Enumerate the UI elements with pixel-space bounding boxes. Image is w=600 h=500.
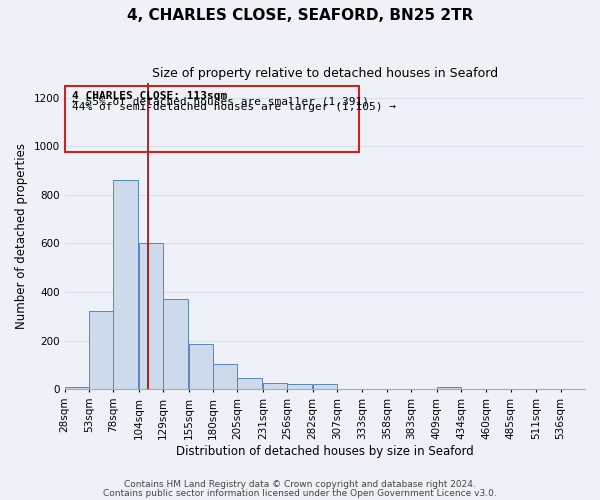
Bar: [163, 300, 188, 389]
Bar: [213, 364, 238, 389]
Bar: [139, 244, 163, 389]
Bar: [188, 344, 213, 389]
Text: 4, CHARLES CLOSE, SEAFORD, BN25 2TR: 4, CHARLES CLOSE, SEAFORD, BN25 2TR: [127, 8, 473, 22]
Text: 4 CHARLES CLOSE: 113sqm: 4 CHARLES CLOSE: 113sqm: [73, 91, 228, 101]
Text: Contains public sector information licensed under the Open Government Licence v3: Contains public sector information licen…: [103, 489, 497, 498]
Bar: [238, 378, 262, 389]
Title: Size of property relative to detached houses in Seaford: Size of property relative to detached ho…: [152, 68, 498, 80]
Bar: [65, 387, 89, 389]
X-axis label: Distribution of detached houses by size in Seaford: Distribution of detached houses by size …: [176, 444, 474, 458]
Bar: [113, 180, 138, 389]
Text: Contains HM Land Registry data © Crown copyright and database right 2024.: Contains HM Land Registry data © Crown c…: [124, 480, 476, 489]
Y-axis label: Number of detached properties: Number of detached properties: [15, 143, 28, 329]
Bar: [263, 383, 287, 389]
Bar: [313, 384, 337, 389]
Text: 44% of semi-detached houses are larger (1,105) →: 44% of semi-detached houses are larger (…: [73, 102, 397, 112]
Bar: [287, 384, 311, 389]
Bar: [89, 312, 113, 389]
Bar: [437, 387, 461, 389]
Bar: [65, 86, 359, 152]
Text: ← 55% of detached houses are smaller (1,391): ← 55% of detached houses are smaller (1,…: [73, 96, 370, 106]
